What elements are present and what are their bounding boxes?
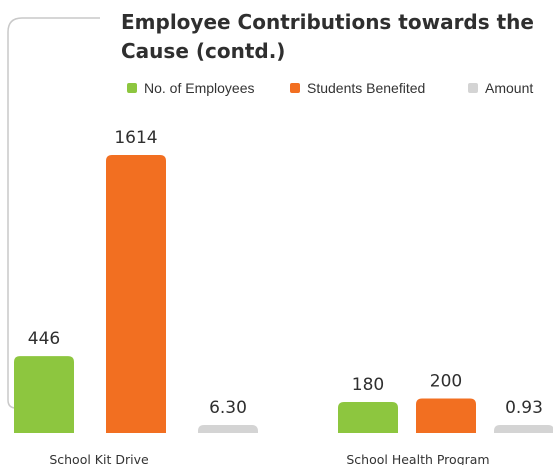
bar-students-kit [106, 155, 166, 433]
value-label-amount-health: 0.93 [505, 398, 543, 418]
legend-item-amount: Amount [468, 80, 533, 96]
legend-label-employees: No. of Employees [144, 80, 255, 96]
bar-students-health [416, 398, 476, 433]
value-label-students-health: 200 [430, 372, 462, 392]
legend-item-employees: No. of Employees [127, 80, 255, 96]
legend-label-students: Students Benefited [307, 80, 426, 96]
legend-swatch-employees [127, 83, 137, 93]
category-label-health: School Health Program [346, 452, 489, 465]
value-label-employees-health: 180 [352, 375, 384, 395]
legend-label-amount: Amount [485, 80, 534, 96]
category-label-kit: School Kit Drive [49, 452, 149, 465]
legend-item-students: Students Benefited [290, 80, 425, 96]
value-label-employees-kit: 446 [28, 329, 60, 349]
bar-amount-kit [198, 425, 258, 433]
legend-swatch-students [290, 83, 300, 93]
value-label-amount-kit: 6.30 [209, 398, 247, 418]
legend-swatch-amount [468, 83, 478, 93]
value-label-students-kit: 1614 [114, 128, 157, 148]
bar-employees-health [338, 401, 398, 433]
chart-title: Employee Contributions towards the Cause… [121, 10, 534, 63]
bar-amount-health [494, 425, 553, 433]
bar-employees-kit [14, 356, 74, 433]
